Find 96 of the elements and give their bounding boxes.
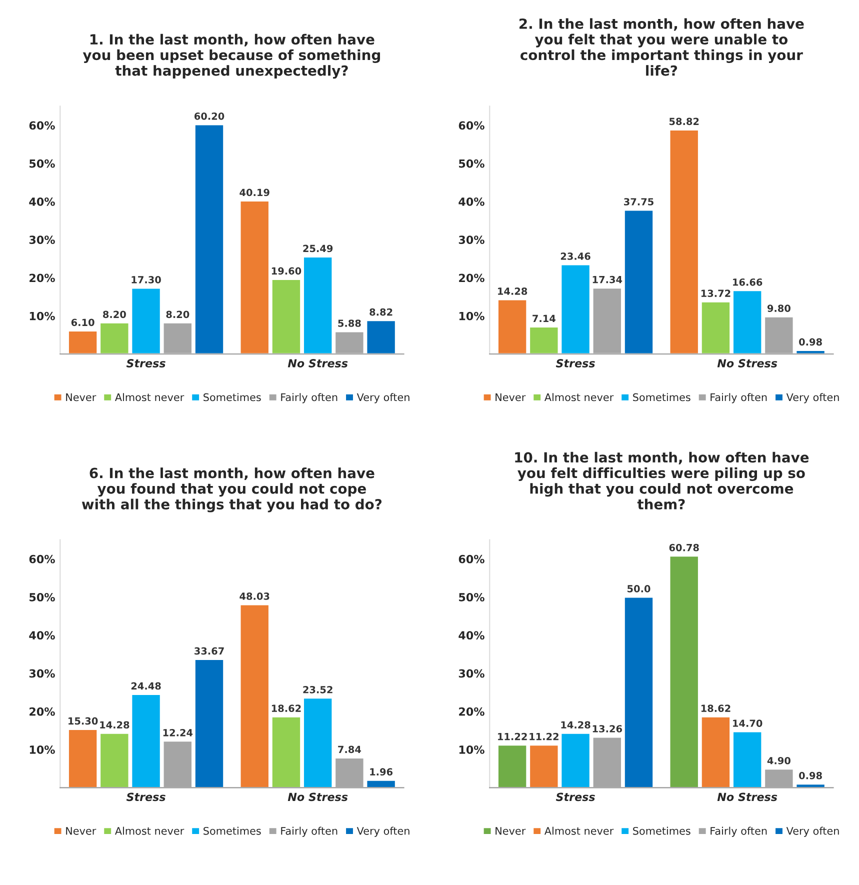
legend-label: Never bbox=[496, 827, 526, 835]
y-tick-label: 40% bbox=[458, 631, 484, 640]
legend-label: Very often bbox=[356, 826, 410, 837]
data-label: 0.98 bbox=[799, 772, 822, 780]
y-tick-label: 10% bbox=[459, 312, 484, 320]
y-tick-label: 60% bbox=[458, 121, 484, 130]
x-tick-label: No Stress bbox=[288, 792, 348, 802]
data-label: 15.30 bbox=[68, 717, 98, 725]
y-tick-label: 50% bbox=[30, 593, 55, 602]
data-label: 9.80 bbox=[767, 304, 790, 312]
y-tick-label: 30% bbox=[458, 236, 484, 244]
y-tick-label: 60% bbox=[458, 554, 484, 564]
chart-title: 1. In the last month, how often have you been upset because of something that happened unexpectedly? bbox=[82, 34, 380, 79]
legend-label: Sometimes bbox=[204, 393, 261, 402]
data-label: 11.22 bbox=[498, 732, 527, 740]
y-tick-label: 10% bbox=[30, 746, 55, 754]
legend-label: Sometimes bbox=[633, 393, 690, 402]
data-label: 23.46 bbox=[560, 252, 590, 260]
data-label: 14.28 bbox=[561, 721, 590, 729]
data-label: 58.82 bbox=[669, 118, 699, 126]
legend-label: Sometimes bbox=[633, 826, 690, 835]
legend-label: Fairly often bbox=[710, 393, 767, 404]
y-tick-label: 10% bbox=[30, 312, 55, 320]
y-tick-label: 10% bbox=[459, 746, 484, 754]
legend-label: Never bbox=[496, 393, 526, 402]
legend-label: Almost never bbox=[114, 393, 184, 402]
y-tick-label: 30% bbox=[458, 669, 484, 678]
data-label: 60.78 bbox=[669, 544, 699, 552]
y-tick-label: 20% bbox=[30, 274, 55, 282]
y-tick-label: 20% bbox=[30, 707, 55, 716]
data-label: 48.03 bbox=[240, 592, 270, 600]
y-tick-label: 20% bbox=[459, 274, 484, 282]
chart-title: 6. In the last month, how often have you found that you could not cope with all the things that you had to do? bbox=[82, 468, 382, 512]
data-label: 8.20 bbox=[103, 310, 126, 318]
data-label: 37.75 bbox=[624, 198, 654, 206]
data-label: 14.28 bbox=[100, 721, 130, 729]
x-tick-label: No Stress bbox=[717, 359, 778, 368]
data-label: 4.90 bbox=[767, 756, 790, 764]
x-tick-label: Stress bbox=[126, 359, 166, 368]
legend-label: Very often bbox=[786, 826, 839, 837]
data-label: 7.84 bbox=[338, 746, 361, 754]
y-tick-label: 60% bbox=[29, 554, 55, 564]
data-label: 17.34 bbox=[592, 276, 622, 284]
legend-label: Sometimes bbox=[204, 826, 261, 835]
legend-label: Fairly often bbox=[281, 826, 338, 837]
data-label: 25.49 bbox=[303, 244, 333, 252]
legend-label: Almost never bbox=[114, 826, 184, 835]
y-tick-label: 50% bbox=[459, 159, 484, 168]
y-tick-label: 30% bbox=[29, 669, 55, 678]
data-label: 12.24 bbox=[163, 728, 193, 736]
chart-title: 2. In the last month, how often have you felt that you were unable to control the important things in your life? bbox=[520, 18, 804, 76]
legend-label: Fairly often bbox=[281, 393, 338, 404]
data-label: 23.52 bbox=[303, 686, 332, 694]
data-label: 5.88 bbox=[338, 320, 361, 327]
x-tick-label: Stress bbox=[556, 359, 595, 368]
x-tick-label: Stress bbox=[126, 792, 166, 802]
legend-label: Fairly often bbox=[710, 826, 767, 837]
data-label: 24.48 bbox=[131, 682, 161, 690]
legend-label: Very often bbox=[786, 393, 839, 404]
x-tick-label: No Stress bbox=[288, 359, 348, 368]
y-tick-label: 50% bbox=[459, 593, 484, 602]
data-label: 17.30 bbox=[132, 276, 161, 284]
legend-label: Almost never bbox=[544, 393, 614, 402]
data-label: 40.19 bbox=[240, 188, 270, 196]
data-label: 14.28 bbox=[498, 288, 528, 295]
y-tick-label: 40% bbox=[458, 197, 484, 206]
data-label: 11.22 bbox=[530, 732, 558, 740]
data-label: 19.60 bbox=[272, 267, 302, 275]
chart-title: 10. In the last month, how often have you felt difficulties were piling up so high that you could not overcome them? bbox=[515, 452, 809, 510]
legend-label: Very often bbox=[356, 393, 410, 404]
y-tick-label: 30% bbox=[29, 236, 55, 244]
data-label: 13.26 bbox=[592, 725, 622, 732]
legend-label: Never bbox=[66, 393, 96, 402]
data-label: 0.98 bbox=[799, 338, 822, 346]
legend-label: Never bbox=[66, 827, 96, 835]
data-label: 13.72 bbox=[701, 290, 730, 298]
data-label: 18.62 bbox=[272, 704, 301, 712]
y-tick-label: 60% bbox=[29, 121, 55, 130]
x-tick-label: No Stress bbox=[717, 792, 778, 802]
data-label: 18.62 bbox=[701, 704, 730, 712]
data-label: 7.14 bbox=[532, 314, 556, 322]
y-tick-label: 50% bbox=[30, 159, 55, 168]
data-label: 1.96 bbox=[370, 768, 393, 776]
x-tick-label: Stress bbox=[556, 792, 595, 802]
data-label: 33.67 bbox=[194, 647, 224, 655]
data-label: 6.10 bbox=[71, 318, 94, 326]
data-label: 50.0 bbox=[628, 585, 650, 592]
y-tick-label: 40% bbox=[29, 197, 55, 206]
data-label: 16.66 bbox=[733, 278, 762, 286]
data-label: 8.20 bbox=[166, 310, 190, 318]
data-label: 60.20 bbox=[194, 112, 224, 120]
data-label: 8.82 bbox=[370, 308, 392, 316]
legend-label: Almost never bbox=[544, 826, 614, 835]
data-label: 14.70 bbox=[733, 720, 762, 727]
y-tick-label: 40% bbox=[29, 631, 55, 640]
y-tick-label: 20% bbox=[459, 707, 484, 716]
